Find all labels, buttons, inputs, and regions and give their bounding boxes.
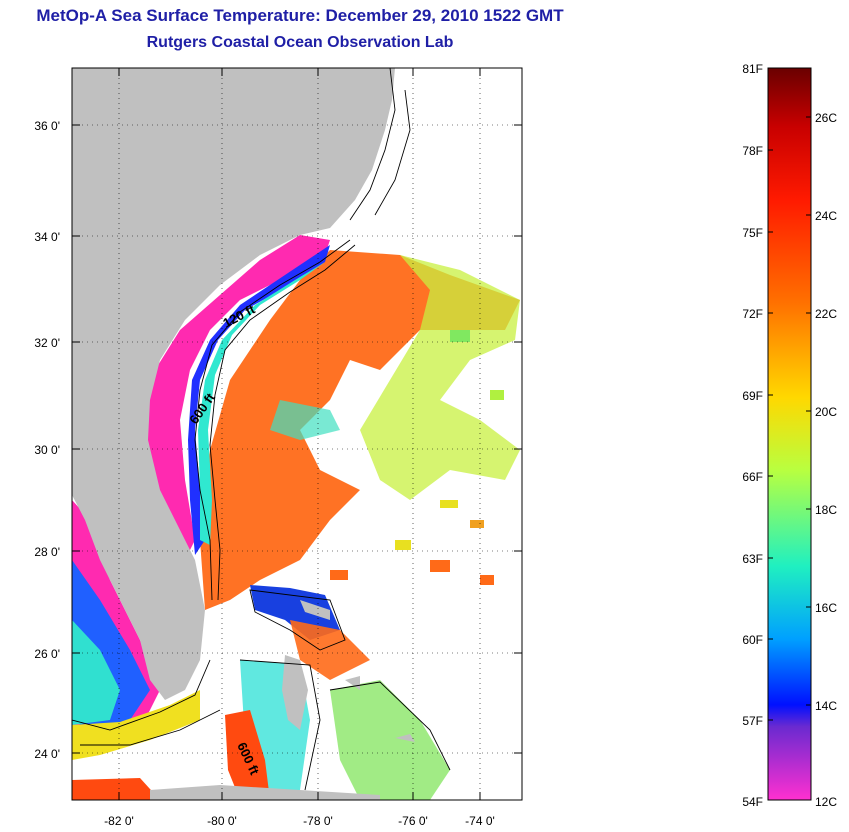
grid — [72, 68, 522, 800]
lat-label-24: 24 0' — [34, 747, 60, 761]
cb-f-72: 72F — [742, 307, 763, 321]
cb-c-16: 16C — [815, 601, 837, 615]
keys-cyan — [72, 620, 120, 725]
lat-label-28: 28 0' — [34, 545, 60, 559]
colorbar-gradient — [767, 67, 812, 801]
axis-ticks — [72, 68, 522, 800]
land-bahamas-andros — [282, 655, 308, 730]
cyan-patch — [270, 400, 340, 440]
cb-c-18: 18C — [815, 503, 837, 517]
lon-label-76: -76 0' — [398, 814, 428, 828]
cb-f-54: 54F — [742, 795, 763, 809]
cb-f-66: 66F — [742, 470, 763, 484]
lat-label-34: 34 0' — [34, 230, 60, 244]
cb-f-78: 78F — [742, 144, 763, 158]
cb-f-75: 75F — [742, 226, 763, 240]
cb-c-24: 24C — [815, 209, 837, 223]
map-area: 120 ft 600 ft 600 ft — [72, 68, 522, 800]
lon-label-74: -74 0' — [465, 814, 495, 828]
lat-label-32: 32 0' — [34, 336, 60, 350]
land-cuba — [150, 785, 380, 800]
lon-label-78: -78 0' — [303, 814, 333, 828]
teal-band — [198, 262, 325, 545]
cb-f-69: 69F — [742, 389, 763, 403]
longitude-labels: -82 0' -80 0' -78 0' -76 0' -74 0' — [104, 814, 495, 828]
south-band-red — [72, 778, 160, 800]
map-frame — [71, 67, 523, 801]
cb-f-63: 63F — [742, 552, 763, 566]
cb-f-60: 60F — [742, 633, 763, 647]
cuba-channel-red — [225, 710, 270, 800]
keys-yellow — [72, 690, 200, 760]
cb-c-20: 20C — [815, 405, 837, 419]
bathymetry-contours — [72, 68, 451, 791]
cb-c-14: 14C — [815, 699, 837, 713]
cb-f-81: 81F — [742, 62, 763, 76]
map-title: MetOp-A Sea Surface Temperature: Decembe… — [36, 6, 564, 25]
land-southeast-us — [72, 68, 395, 700]
cb-c-26: 26C — [815, 111, 837, 125]
gulf-stream-warm-water — [200, 250, 520, 610]
lon-label-80: -80 0' — [207, 814, 237, 828]
lat-label-30: 30 0' — [34, 443, 60, 457]
cb-c-22: 22C — [815, 307, 837, 321]
cb-f-57: 57F — [742, 714, 763, 728]
lat-label-36: 36 0' — [34, 119, 60, 133]
map-subtitle: Rutgers Coastal Ocean Observation Lab — [146, 34, 454, 51]
lat-label-26: 26 0' — [34, 647, 60, 661]
colorbar: 81F 78F 75F 72F 69F 66F 63F 60F 57F 54F … — [742, 62, 837, 809]
cold-coastal-water — [145, 235, 330, 560]
latitude-labels: 36 0' 34 0' 32 0' 30 0' 28 0' 26 0' 24 0… — [34, 119, 60, 761]
lon-label-82: -82 0' — [104, 814, 134, 828]
east-bahamas-green — [330, 680, 450, 800]
cb-c-12: 12C — [815, 795, 837, 809]
